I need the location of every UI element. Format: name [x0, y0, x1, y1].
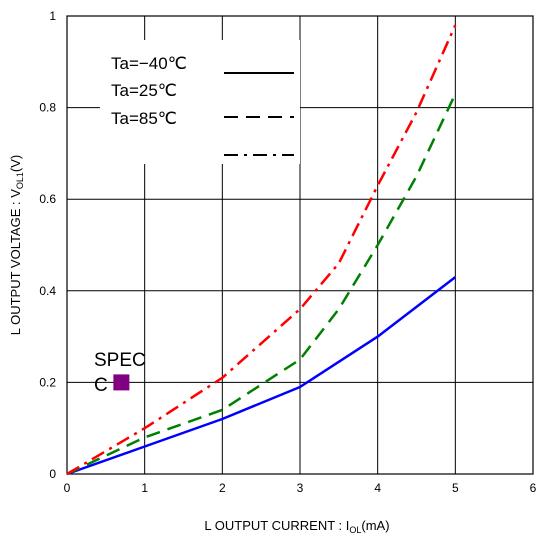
y-tick-label: 0.6 [39, 192, 56, 206]
x-tick-label: 4 [374, 481, 381, 495]
annotation-label: SPEC [94, 350, 146, 371]
legend: Ta=−40℃ Ta=25℃ Ta=85℃ [100, 40, 300, 164]
y-tick-label: 0 [49, 467, 56, 481]
x-axis-label: L OUTPUT CURRENT : IOL(mA) [204, 518, 389, 535]
series-group [66, 24, 457, 476]
annotation-label-tail: C [94, 375, 108, 396]
plot-frame [66, 15, 534, 475]
y-tick-label: 0.2 [39, 375, 56, 389]
annotation: SPEC C [94, 350, 146, 396]
legend-label: Ta=85℃ [111, 109, 177, 128]
tick-labels: 0 1 2 3 4 5 6 0 0.2 0.4 0.6 0.8 1 [39, 9, 536, 495]
spec-marker [113, 374, 130, 391]
x-tick-label: 6 [530, 481, 537, 495]
x-tick-label: 2 [219, 481, 226, 495]
y-tick-label: 1 [49, 9, 56, 23]
y-axis-label: L OUTPUT VOLTAGE : VOL1(V) [8, 155, 25, 336]
x-tick-label: 3 [297, 481, 304, 495]
y-tick-label: 0.8 [39, 101, 56, 115]
x-tick-label: 5 [452, 481, 459, 495]
legend-label: Ta=−40℃ [111, 54, 187, 73]
y-tick-label: 0.4 [39, 284, 56, 298]
series-line-2 [66, 93, 457, 476]
x-tick-label: 0 [64, 481, 71, 495]
x-tick-label: 1 [141, 481, 148, 495]
legend-label: Ta=25℃ [111, 81, 177, 100]
series-line-1 [66, 276, 457, 476]
legend-background [100, 40, 300, 164]
series-line-3 [66, 24, 457, 476]
